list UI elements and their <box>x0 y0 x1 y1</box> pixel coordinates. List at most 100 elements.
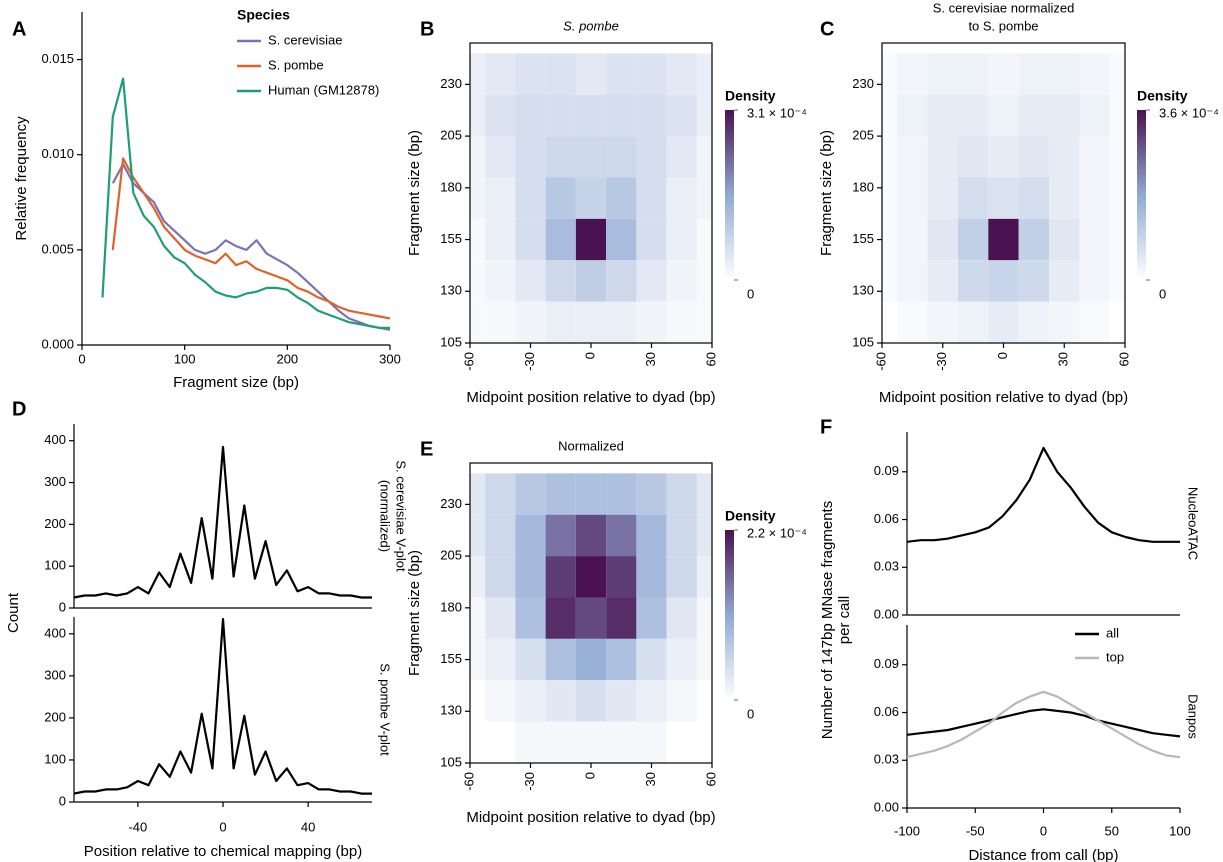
y-axis-label: Relative frequency <box>13 116 30 241</box>
heat-cell <box>1049 218 1080 261</box>
heat-cell <box>515 94 546 137</box>
heat-cell <box>927 94 958 137</box>
x-tick-label: -60 <box>461 772 476 791</box>
heat-cell <box>470 301 486 343</box>
heat-cell <box>545 597 576 639</box>
series-line <box>906 708 1181 738</box>
x-tick-label: -60 <box>461 352 476 371</box>
series-line <box>906 446 1180 543</box>
legend-title: Species <box>237 7 290 23</box>
y-tick-label: 300 <box>44 667 66 682</box>
heat-cell <box>666 260 697 302</box>
heat-cell <box>666 638 697 681</box>
heat-cell <box>515 556 546 598</box>
heat-cell <box>1109 53 1125 95</box>
heat-cell <box>988 301 1019 343</box>
y-tick-label: 0.010 <box>41 146 74 161</box>
heat-cell <box>575 638 607 681</box>
y-axis-label: Count <box>5 592 22 633</box>
heat-cell <box>666 680 697 722</box>
y-axis-label: Fragment size (bp) <box>406 550 423 676</box>
series-line <box>906 690 1181 759</box>
heat-cell <box>957 177 989 219</box>
heat-cell <box>470 53 486 95</box>
heat-cell <box>897 136 928 178</box>
heat-cell <box>575 514 607 557</box>
heat-cell <box>606 556 637 598</box>
chart-title: to S. pombe <box>968 18 1038 33</box>
heat-cell <box>1018 301 1050 343</box>
heat-cell <box>485 177 516 219</box>
heat-cell <box>927 218 958 261</box>
heat-cell <box>485 53 516 95</box>
heat-cell <box>545 53 576 95</box>
heat-cell <box>957 136 989 178</box>
heat-cell <box>636 177 667 219</box>
heat-cell <box>606 638 637 681</box>
heat-cell <box>1049 94 1080 137</box>
heat-cell <box>515 218 546 261</box>
heat-cell <box>515 301 546 343</box>
panel-side-label: (normalized) <box>378 480 393 552</box>
heat-cell <box>606 177 637 219</box>
y-tick-label: 130 <box>852 283 874 298</box>
heat-cell <box>545 218 576 261</box>
heat-cell <box>485 473 516 515</box>
heat-cell <box>606 301 637 343</box>
heat-cell <box>882 260 898 302</box>
heat-cell <box>485 680 516 722</box>
heat-cell <box>666 301 697 343</box>
heat-cell <box>515 260 546 302</box>
y-tick-label: 0.00 <box>874 799 899 814</box>
heat-cell <box>696 177 712 219</box>
colorbar <box>725 110 734 280</box>
panel-letter: D <box>12 398 26 420</box>
heat-cell <box>927 260 958 302</box>
panel-side-label: S. pombe V-plot <box>378 663 393 756</box>
heat-cell <box>515 177 546 219</box>
heat-cell <box>1079 177 1110 219</box>
x-axis-label: Fragment size (bp) <box>173 374 299 391</box>
heat-cell <box>636 597 667 639</box>
y-tick-label: 180 <box>440 599 462 614</box>
heat-cell <box>636 218 667 261</box>
heat-cell <box>636 473 667 515</box>
colorbar-title: Density <box>1137 88 1188 104</box>
heat-cell <box>485 94 516 137</box>
heat-cell <box>545 638 576 681</box>
heat-cell <box>1109 94 1125 137</box>
heat-cell <box>515 638 546 681</box>
x-tick-label: 0 <box>582 772 597 779</box>
x-tick-label: 30 <box>643 772 658 786</box>
panel-side-label: NucleoATAC <box>1186 487 1201 560</box>
heat-cell <box>897 53 928 95</box>
panel-side-label: S. cerevisiae V-plot <box>394 460 409 572</box>
heat-cell <box>696 680 712 722</box>
x-tick-label: -40 <box>128 819 147 834</box>
heat-cell <box>988 53 1019 95</box>
y-tick-label: 0.03 <box>874 752 899 767</box>
y-tick-label: 205 <box>440 548 462 563</box>
y-tick-label: 155 <box>852 231 874 246</box>
heat-cell <box>1079 53 1110 95</box>
y-axis-label: Fragment size (bp) <box>818 130 835 256</box>
y-tick-label: 300 <box>44 474 66 489</box>
y-tick-label: 180 <box>852 179 874 194</box>
x-tick-label: 30 <box>1056 352 1071 366</box>
y-tick-label: 155 <box>440 231 462 246</box>
y-tick-label: 105 <box>440 334 462 349</box>
heat-cell <box>485 556 516 598</box>
legend-label: all <box>1106 625 1119 640</box>
heat-cell <box>606 514 637 557</box>
heat-cell <box>897 301 928 343</box>
y-tick-label: 400 <box>44 625 66 640</box>
heat-cell <box>696 218 712 261</box>
heat-cell <box>545 94 576 137</box>
colorbar-title: Density <box>725 508 776 524</box>
heat-cell <box>696 53 712 95</box>
x-tick-label: -60 <box>873 352 888 371</box>
heat-cell <box>988 136 1019 178</box>
heat-cell <box>696 473 712 515</box>
y-tick-label: 230 <box>440 496 462 511</box>
